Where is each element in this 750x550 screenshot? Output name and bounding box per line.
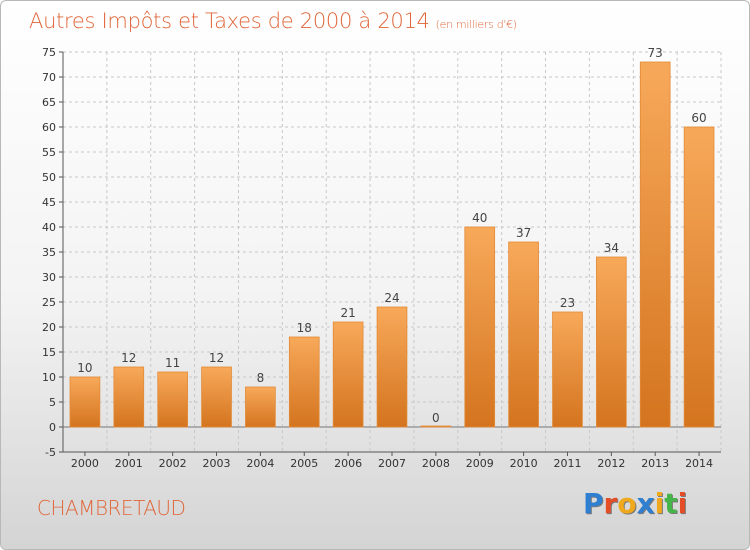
y-tick-label: 35 [42, 246, 56, 259]
bar-2010 [508, 241, 539, 428]
x-tick-label: 2011 [553, 457, 581, 470]
bar-2013 [639, 61, 671, 428]
bar-2009 [464, 226, 496, 428]
bar-2007 [376, 306, 408, 428]
x-tick-label: 2000 [71, 457, 99, 470]
y-tick-label: 25 [42, 296, 56, 309]
x-tick-label: 2008 [422, 457, 450, 470]
bar-value-label: 0 [432, 411, 440, 425]
x-tick-label: 2003 [203, 457, 231, 470]
logo-letter: x [636, 487, 655, 520]
y-tick-label: 70 [42, 71, 56, 84]
bar-value-label: 34 [604, 241, 619, 255]
bar-value-label: 24 [384, 291, 399, 305]
chart-title-text: Autres Impôts et Taxes de 2000 à 2014 [29, 9, 430, 33]
x-tick-label: 2006 [334, 457, 362, 470]
bar-value-label: 40 [472, 211, 487, 225]
x-tick-label: 2002 [159, 457, 187, 470]
logo-letter: o [617, 487, 637, 520]
bar-value-label: 11 [165, 356, 180, 370]
y-tick-label: 50 [42, 171, 56, 184]
bar-value-label: 12 [121, 351, 136, 365]
y-tick-label: 45 [42, 196, 56, 209]
y-tick-label: 60 [42, 121, 56, 134]
logo-letter: r [603, 487, 618, 520]
x-tick-label: 2012 [597, 457, 625, 470]
x-tick-label: 2007 [378, 457, 406, 470]
logo-letter: i [654, 487, 665, 520]
chart-title: Autres Impôts et Taxes de 2000 à 2014 (en… [29, 9, 517, 33]
bar-2002 [157, 371, 188, 428]
y-tick-label: 55 [42, 146, 56, 159]
y-tick-label: 10 [42, 371, 56, 384]
bar-2011 [552, 311, 583, 428]
y-tick-label: 0 [49, 421, 56, 434]
bar-value-label: 8 [257, 371, 265, 385]
bar-value-label: 21 [340, 306, 355, 320]
bar-2005 [288, 336, 320, 428]
bar-value-label: 73 [648, 46, 663, 60]
logo-letter: t [664, 487, 678, 520]
y-tick-label: 20 [42, 321, 56, 334]
y-tick-label: 30 [42, 271, 56, 284]
logo-letter: i [677, 487, 688, 520]
bar-value-label: 12 [209, 351, 224, 365]
logo-letter: P [583, 487, 604, 520]
bar-2014 [683, 126, 715, 428]
bar-2003 [201, 366, 232, 428]
proxiti-logo: Proxiti [583, 487, 687, 520]
y-tick-label: 65 [42, 96, 56, 109]
x-tick-label: 2009 [466, 457, 494, 470]
bar-2000 [69, 376, 101, 428]
bar-2012 [596, 256, 627, 428]
y-tick-label: 40 [42, 221, 56, 234]
bar-value-label: 10 [77, 361, 92, 375]
x-tick-label: 2001 [115, 457, 143, 470]
bar-value-label: 23 [560, 296, 575, 310]
bar-2004 [245, 386, 276, 428]
x-tick-label: 2014 [685, 457, 713, 470]
bar-2008 [420, 425, 452, 428]
bar-value-label: 37 [516, 226, 531, 240]
x-tick-label: 2005 [290, 457, 318, 470]
chart-subtitle: (en milliers d'€) [435, 18, 517, 31]
bar-value-label: 18 [297, 321, 312, 335]
x-tick-label: 2010 [510, 457, 538, 470]
labels: -5 0 5 10 15 20 25 30 35 40 45 50 55 60 65 70 75 10 2000 12… [42, 46, 713, 470]
bars [69, 61, 715, 428]
bar-2006 [332, 321, 364, 428]
x-tick-label: 2013 [641, 457, 669, 470]
y-tick-label: 75 [42, 46, 56, 59]
y-tick-label: 15 [42, 346, 56, 359]
bar-value-label: 60 [691, 111, 706, 125]
bar-2001 [113, 366, 145, 428]
y-tick-label: 5 [49, 396, 56, 409]
x-tick-label: 2004 [246, 457, 274, 470]
y-tick-label: -5 [45, 446, 56, 459]
location-name: CHAMBRETAUD [37, 496, 186, 520]
